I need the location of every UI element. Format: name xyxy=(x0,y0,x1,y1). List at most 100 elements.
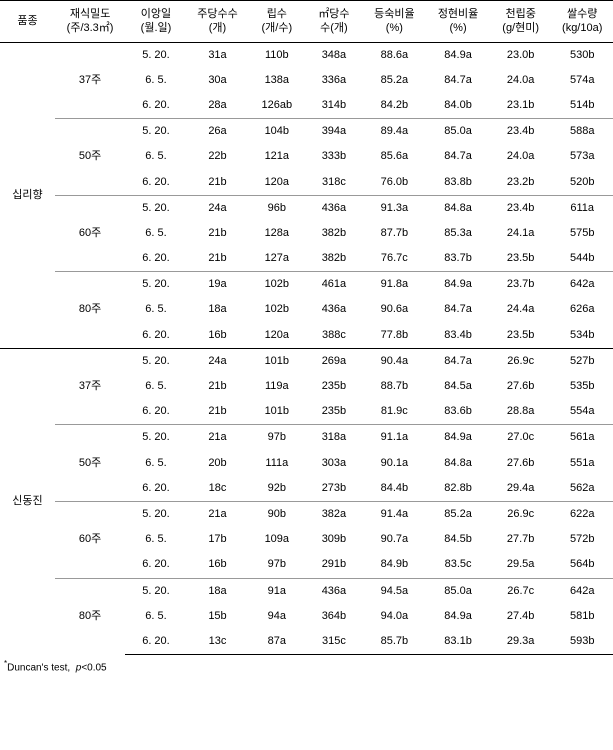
data-cell: 575b xyxy=(551,221,613,246)
table-row: 80주5. 20.19a102b461a91.8a84.9a23.7b642a xyxy=(0,272,613,298)
data-cell: 77.8b xyxy=(363,323,427,349)
data-cell: 88.6a xyxy=(363,42,427,68)
h-variety: 품종 xyxy=(0,1,55,43)
data-cell: 436a xyxy=(305,578,362,604)
data-cell: 6. 20. xyxy=(125,93,187,119)
data-cell: 5. 20. xyxy=(125,425,187,451)
data-cell: 273b xyxy=(305,476,362,502)
data-cell: 333b xyxy=(305,144,362,169)
data-cell: 318a xyxy=(305,425,362,451)
data-cell: 127a xyxy=(248,246,305,272)
data-cell: 27.7b xyxy=(490,527,552,552)
data-cell: 611a xyxy=(551,195,613,221)
density-cell: 50주 xyxy=(55,119,125,196)
variety-cell: 신동진 xyxy=(0,348,55,654)
data-cell: 6. 5. xyxy=(125,221,187,246)
density-cell: 80주 xyxy=(55,272,125,349)
data-cell: 92b xyxy=(248,476,305,502)
data-cell: 84.9b xyxy=(363,552,427,578)
data-cell: 83.6b xyxy=(426,399,490,425)
data-cell: 514b xyxy=(551,93,613,119)
data-cell: 21b xyxy=(187,246,249,272)
h-panicles: 주당수수(개) xyxy=(187,1,249,43)
data-cell: 84.7a xyxy=(426,348,490,374)
data-cell: 29.3a xyxy=(490,629,552,655)
data-cell: 88.7b xyxy=(363,374,427,399)
data-cell: 18a xyxy=(187,297,249,322)
data-cell: 23.2b xyxy=(490,170,552,196)
data-cell: 315c xyxy=(305,629,362,655)
data-cell: 84.7a xyxy=(426,144,490,169)
data-cell: 84.5b xyxy=(426,527,490,552)
data-cell: 94.0a xyxy=(363,604,427,629)
data-cell: 6. 20. xyxy=(125,629,187,655)
data-cell: 6. 5. xyxy=(125,68,187,93)
data-cell: 622a xyxy=(551,501,613,527)
data-cell: 642a xyxy=(551,578,613,604)
data-cell: 28.8a xyxy=(490,399,552,425)
data-cell: 94a xyxy=(248,604,305,629)
data-cell: 102b xyxy=(248,297,305,322)
data-cell: 303a xyxy=(305,451,362,476)
table-row: 50주5. 20.26a104b394a89.4a85.0a23.4b588a xyxy=(0,119,613,145)
data-cell: 83.4b xyxy=(426,323,490,349)
data-cell: 90.6a xyxy=(363,297,427,322)
density-cell: 50주 xyxy=(55,425,125,502)
data-cell: 21b xyxy=(187,170,249,196)
data-cell: 15b xyxy=(187,604,249,629)
data-cell: 91a xyxy=(248,578,305,604)
data-cell: 31a xyxy=(187,42,249,68)
data-cell: 84.0b xyxy=(426,93,490,119)
data-cell: 382a xyxy=(305,501,362,527)
data-cell: 90.7a xyxy=(363,527,427,552)
data-cell: 626a xyxy=(551,297,613,322)
data-cell: 120a xyxy=(248,170,305,196)
table-row: 60주5. 20.24a96b436a91.3a84.8a23.4b611a xyxy=(0,195,613,221)
variety-cell: 십리향 xyxy=(0,42,55,348)
data-cell: 91.8a xyxy=(363,272,427,298)
data-cell: 27.4b xyxy=(490,604,552,629)
h-m2: ㎡당수수(개) xyxy=(305,1,362,43)
data-cell: 5. 20. xyxy=(125,348,187,374)
data-cell: 83.5c xyxy=(426,552,490,578)
data-cell: 26.7c xyxy=(490,578,552,604)
data-cell: 5. 20. xyxy=(125,501,187,527)
data-cell: 29.4a xyxy=(490,476,552,502)
data-cell: 76.7c xyxy=(363,246,427,272)
data-cell: 544b xyxy=(551,246,613,272)
data-cell: 562a xyxy=(551,476,613,502)
data-cell: 85.0a xyxy=(426,578,490,604)
data-cell: 89.4a xyxy=(363,119,427,145)
data-cell: 573a xyxy=(551,144,613,169)
data-cell: 382b xyxy=(305,246,362,272)
h-density: 재식밀도(주/3.3㎡) xyxy=(55,1,125,43)
data-cell: 84.4b xyxy=(363,476,427,502)
data-cell: 581b xyxy=(551,604,613,629)
data-cell: 91.3a xyxy=(363,195,427,221)
data-cell: 85.2a xyxy=(426,501,490,527)
data-cell: 5. 20. xyxy=(125,42,187,68)
data-cell: 97b xyxy=(248,425,305,451)
data-cell: 109a xyxy=(248,527,305,552)
data-cell: 23.0b xyxy=(490,42,552,68)
data-cell: 13c xyxy=(187,629,249,655)
data-cell: 16b xyxy=(187,323,249,349)
data-cell: 84.2b xyxy=(363,93,427,119)
table-row: 80주5. 20.18a91a436a94.5a85.0a26.7c642a xyxy=(0,578,613,604)
data-cell: 84.9a xyxy=(426,272,490,298)
data-cell: 530b xyxy=(551,42,613,68)
table-row: 신동진37주5. 20.24a101b269a90.4a84.7a26.9c52… xyxy=(0,348,613,374)
data-cell: 94.5a xyxy=(363,578,427,604)
table-row: 50주5. 20.21a97b318a91.1a84.9a27.0c561a xyxy=(0,425,613,451)
h-date: 이앙일(월.일) xyxy=(125,1,187,43)
data-cell: 314b xyxy=(305,93,362,119)
density-cell: 80주 xyxy=(55,578,125,655)
data-cell: 588a xyxy=(551,119,613,145)
data-cell: 83.1b xyxy=(426,629,490,655)
data-cell: 85.7b xyxy=(363,629,427,655)
data-cell: 336a xyxy=(305,68,362,93)
data-cell: 21b xyxy=(187,221,249,246)
data-cell: 436a xyxy=(305,195,362,221)
data-cell: 554a xyxy=(551,399,613,425)
density-cell: 60주 xyxy=(55,501,125,578)
